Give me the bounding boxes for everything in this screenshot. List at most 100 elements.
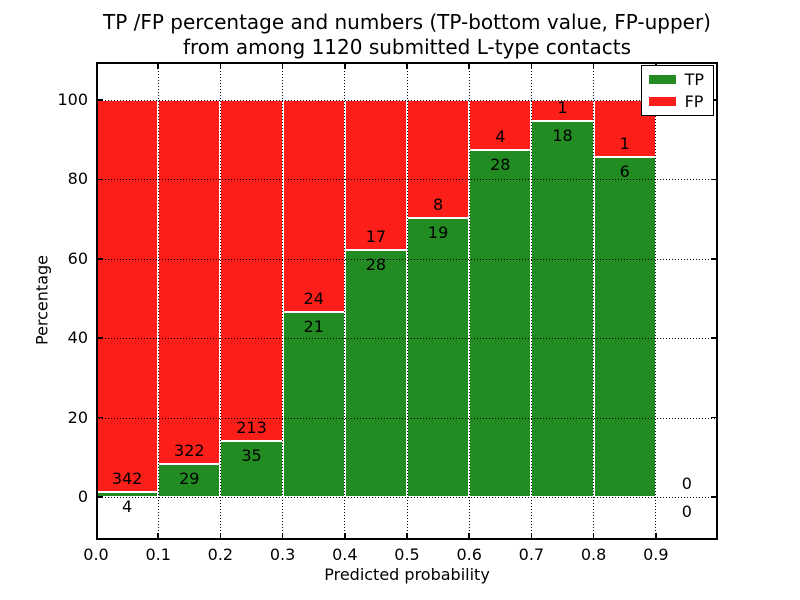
gridline-x-0.7 [530,62,532,540]
x-tick-label-0.9: 0.9 [643,545,669,564]
tp-count-label-0.1-0.2: 29 [179,469,200,489]
gridline-x-0.8 [593,62,595,540]
tp-count-label-0.9-1.0: 0 [681,502,692,521]
tp-count-label-0.2-0.3: 35 [241,445,262,465]
fp-count-label-0.9-1.0: 0 [681,474,692,493]
fp-bar-0.1-0.2 [158,100,221,465]
y-tick-left-80 [96,178,103,181]
y-tick-right-100 [711,99,718,101]
x-tick-top-1 [157,62,159,69]
fp-bar-0.6-0.7 [469,100,532,150]
gridline-x-0.2 [219,62,221,540]
fp-legend-label: FP [684,92,704,111]
x-tick-top-2 [219,62,222,69]
gridline-x-0.9 [655,62,657,540]
y-tick-label-40: 40 [67,328,88,348]
y-tick-label-20: 20 [67,407,88,427]
x-tick-top-3 [281,62,284,69]
chart-title: TP /FP percentage and numbers (TP-bottom… [96,10,718,60]
tp-bar-0.6-0.7 [469,149,532,497]
y-tick-right-40 [711,337,718,339]
x-tick-bottom-4 [344,533,346,540]
gridline-y-20 [96,417,718,419]
x-tick-label-0.6: 0.6 [456,545,482,564]
x-tick-top-8 [592,62,595,69]
x-tick-bottom-2 [219,533,222,540]
y-tick-label-80: 80 [67,169,88,189]
y-tick-right-20 [711,416,718,419]
fp-count-label-0.8-0.9: 1 [619,133,630,153]
x-tick-label-0.1: 0.1 [145,545,171,564]
gridline-y-60 [96,258,718,260]
x-tick-bottom-5 [406,533,408,540]
tp-bar-0.3-0.4 [282,311,345,497]
x-tick-label-0.2: 0.2 [207,545,234,564]
x-tick-label-0.8: 0.8 [580,545,607,564]
y-tick-left-20 [96,416,103,419]
gridline-y-100 [96,100,718,101]
y-tick-label-0: 0 [77,487,88,506]
tp-legend-swatch [648,75,676,84]
fp-count-label-0.1-0.2: 322 [174,441,205,461]
x-tick-bottom-1 [157,533,159,540]
x-tick-label-0.0: 0.0 [83,545,109,564]
fp-count-label-0.4-0.5: 17 [365,227,387,246]
x-tick-top-7 [530,62,533,69]
x-tick-label-0.5: 0.5 [394,545,420,564]
tp-count-label-0.0-0.1: 4 [122,497,133,517]
fp-count-label-0.7-0.8: 1 [557,97,568,117]
gridline-x-0.3 [282,62,284,540]
x-tick-top-4 [344,62,346,69]
tp-bar-0.7-0.8 [531,120,594,497]
fp-bar-0.0-0.1 [96,100,159,493]
x-tick-bottom-8 [592,533,595,540]
tp-count-label-0.6-0.7: 28 [490,154,511,174]
gridline-y-40 [96,338,718,340]
fp-count-label-0.5-0.6: 8 [433,194,444,214]
gridline-x-0.4 [344,62,346,540]
tp-bar-0.1-0.2 [158,464,221,497]
x-tick-label-0.7: 0.7 [518,545,545,564]
legend: TP FP [640,65,714,116]
legend-item-tp: TP [648,71,704,88]
y-tick-label-100: 100 [57,90,88,109]
y-tick-left-100 [96,99,103,101]
fp-legend-swatch [648,97,676,106]
tp-bar-0.8-0.9 [593,156,656,497]
fp-count-label-0.6-0.7: 4 [495,126,506,146]
y-tick-left-40 [96,337,103,339]
tp-bar-0.5-0.6 [407,217,470,497]
x-axis-label: Predicted probability [324,565,490,584]
tp-count-label-0.7-0.8: 18 [552,125,573,145]
gridline-x-0.5 [406,62,408,540]
chart-title-line2: from among 1120 submitted L-type contact… [182,35,632,59]
chart-title-line1: TP /FP percentage and numbers (TP-bottom… [103,10,711,34]
x-tick-top-10 [716,62,718,69]
x-tick-bottom-3 [281,533,284,540]
gridline-x-0.1 [157,62,159,540]
x-tick-top-5 [406,62,408,69]
x-tick-label-0.4: 0.4 [332,545,358,564]
y-tick-right-60 [711,258,718,260]
fp-bar-0.4-0.5 [344,100,407,250]
tp-count-label-0.5-0.6: 19 [427,222,449,242]
x-tick-top-0 [96,62,98,69]
x-tick-label-0.3: 0.3 [269,545,296,564]
x-tick-top-6 [468,62,470,69]
fp-count-label-0.2-0.3: 213 [236,417,267,437]
tp-count-label-0.4-0.5: 28 [365,254,387,274]
y-tick-left-60 [96,258,103,260]
fp-bar-0.3-0.4 [282,100,345,312]
y-tick-right-80 [711,178,718,181]
tp-bar-0.2-0.3 [220,440,283,497]
fp-count-label-0.3-0.4: 24 [303,288,324,308]
gridline-y-0 [96,497,718,498]
plot-area: TP FP 342 4 322 29 213 35 24 21 17 28 8 19 4 28 1 18 1 6 0… [96,62,718,540]
legend-item-fp: FP [648,92,704,111]
y-tick-left-0 [96,496,103,498]
tp-count-label-0.8-0.9: 6 [619,161,630,181]
fp-count-label-0.0-0.1: 342 [111,469,143,489]
tp-count-label-0.3-0.4: 21 [303,316,324,336]
gridline-x-0.6 [468,62,470,540]
